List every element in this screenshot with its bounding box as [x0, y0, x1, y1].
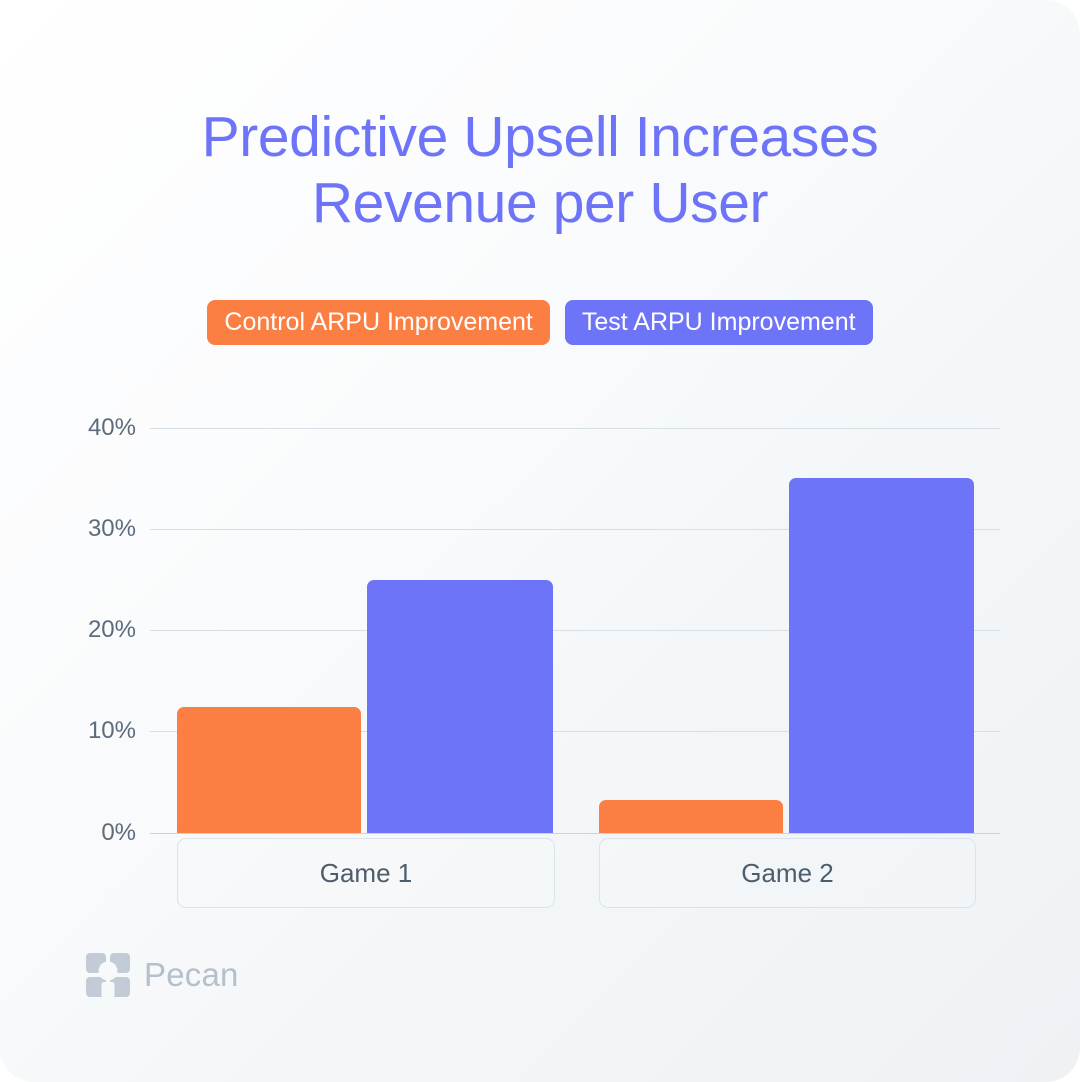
- bar-control-game-1[interactable]: [177, 707, 361, 833]
- brand-logo: Pecan: [85, 952, 239, 998]
- title-line-1: Predictive Upsell Increases: [201, 105, 879, 169]
- page-title: Predictive Upsell Increases Revenue per …: [0, 104, 1080, 236]
- bar-test-game-2[interactable]: [789, 478, 974, 833]
- bar-test-game-1[interactable]: [367, 580, 553, 833]
- bar-control-game-2[interactable]: [599, 800, 783, 833]
- pecan-logo-mark-icon: [86, 953, 130, 997]
- category-label-game-1: Game 1: [319, 857, 413, 888]
- title-line-2: Revenue per User: [311, 171, 769, 235]
- gridline-20: [150, 630, 1000, 631]
- ytick-label-40: 40%: [87, 414, 136, 441]
- chart-legend: Control ARPU Improvement Test ARPU Impro…: [0, 300, 1080, 345]
- gridline-30: [150, 529, 1000, 530]
- ytick-label-30: 30%: [87, 515, 136, 542]
- category-label-game-2: Game 2: [741, 857, 834, 888]
- ytick-label-0: 0%: [101, 819, 136, 846]
- gridline-40: [150, 428, 1000, 429]
- axis-baseline-0: [150, 833, 1000, 834]
- ytick-label-20: 20%: [87, 616, 136, 643]
- legend-item-test[interactable]: Test ARPU Improvement: [564, 300, 873, 345]
- brand-name-label: Pecan: [144, 956, 239, 993]
- ytick-label-10: 10%: [87, 717, 136, 744]
- category-box-game-2: Game 2: [599, 838, 976, 908]
- category-box-game-1: Game 1: [177, 838, 555, 908]
- gridline-10: [150, 731, 1000, 732]
- legend-item-control[interactable]: Control ARPU Improvement: [207, 300, 550, 345]
